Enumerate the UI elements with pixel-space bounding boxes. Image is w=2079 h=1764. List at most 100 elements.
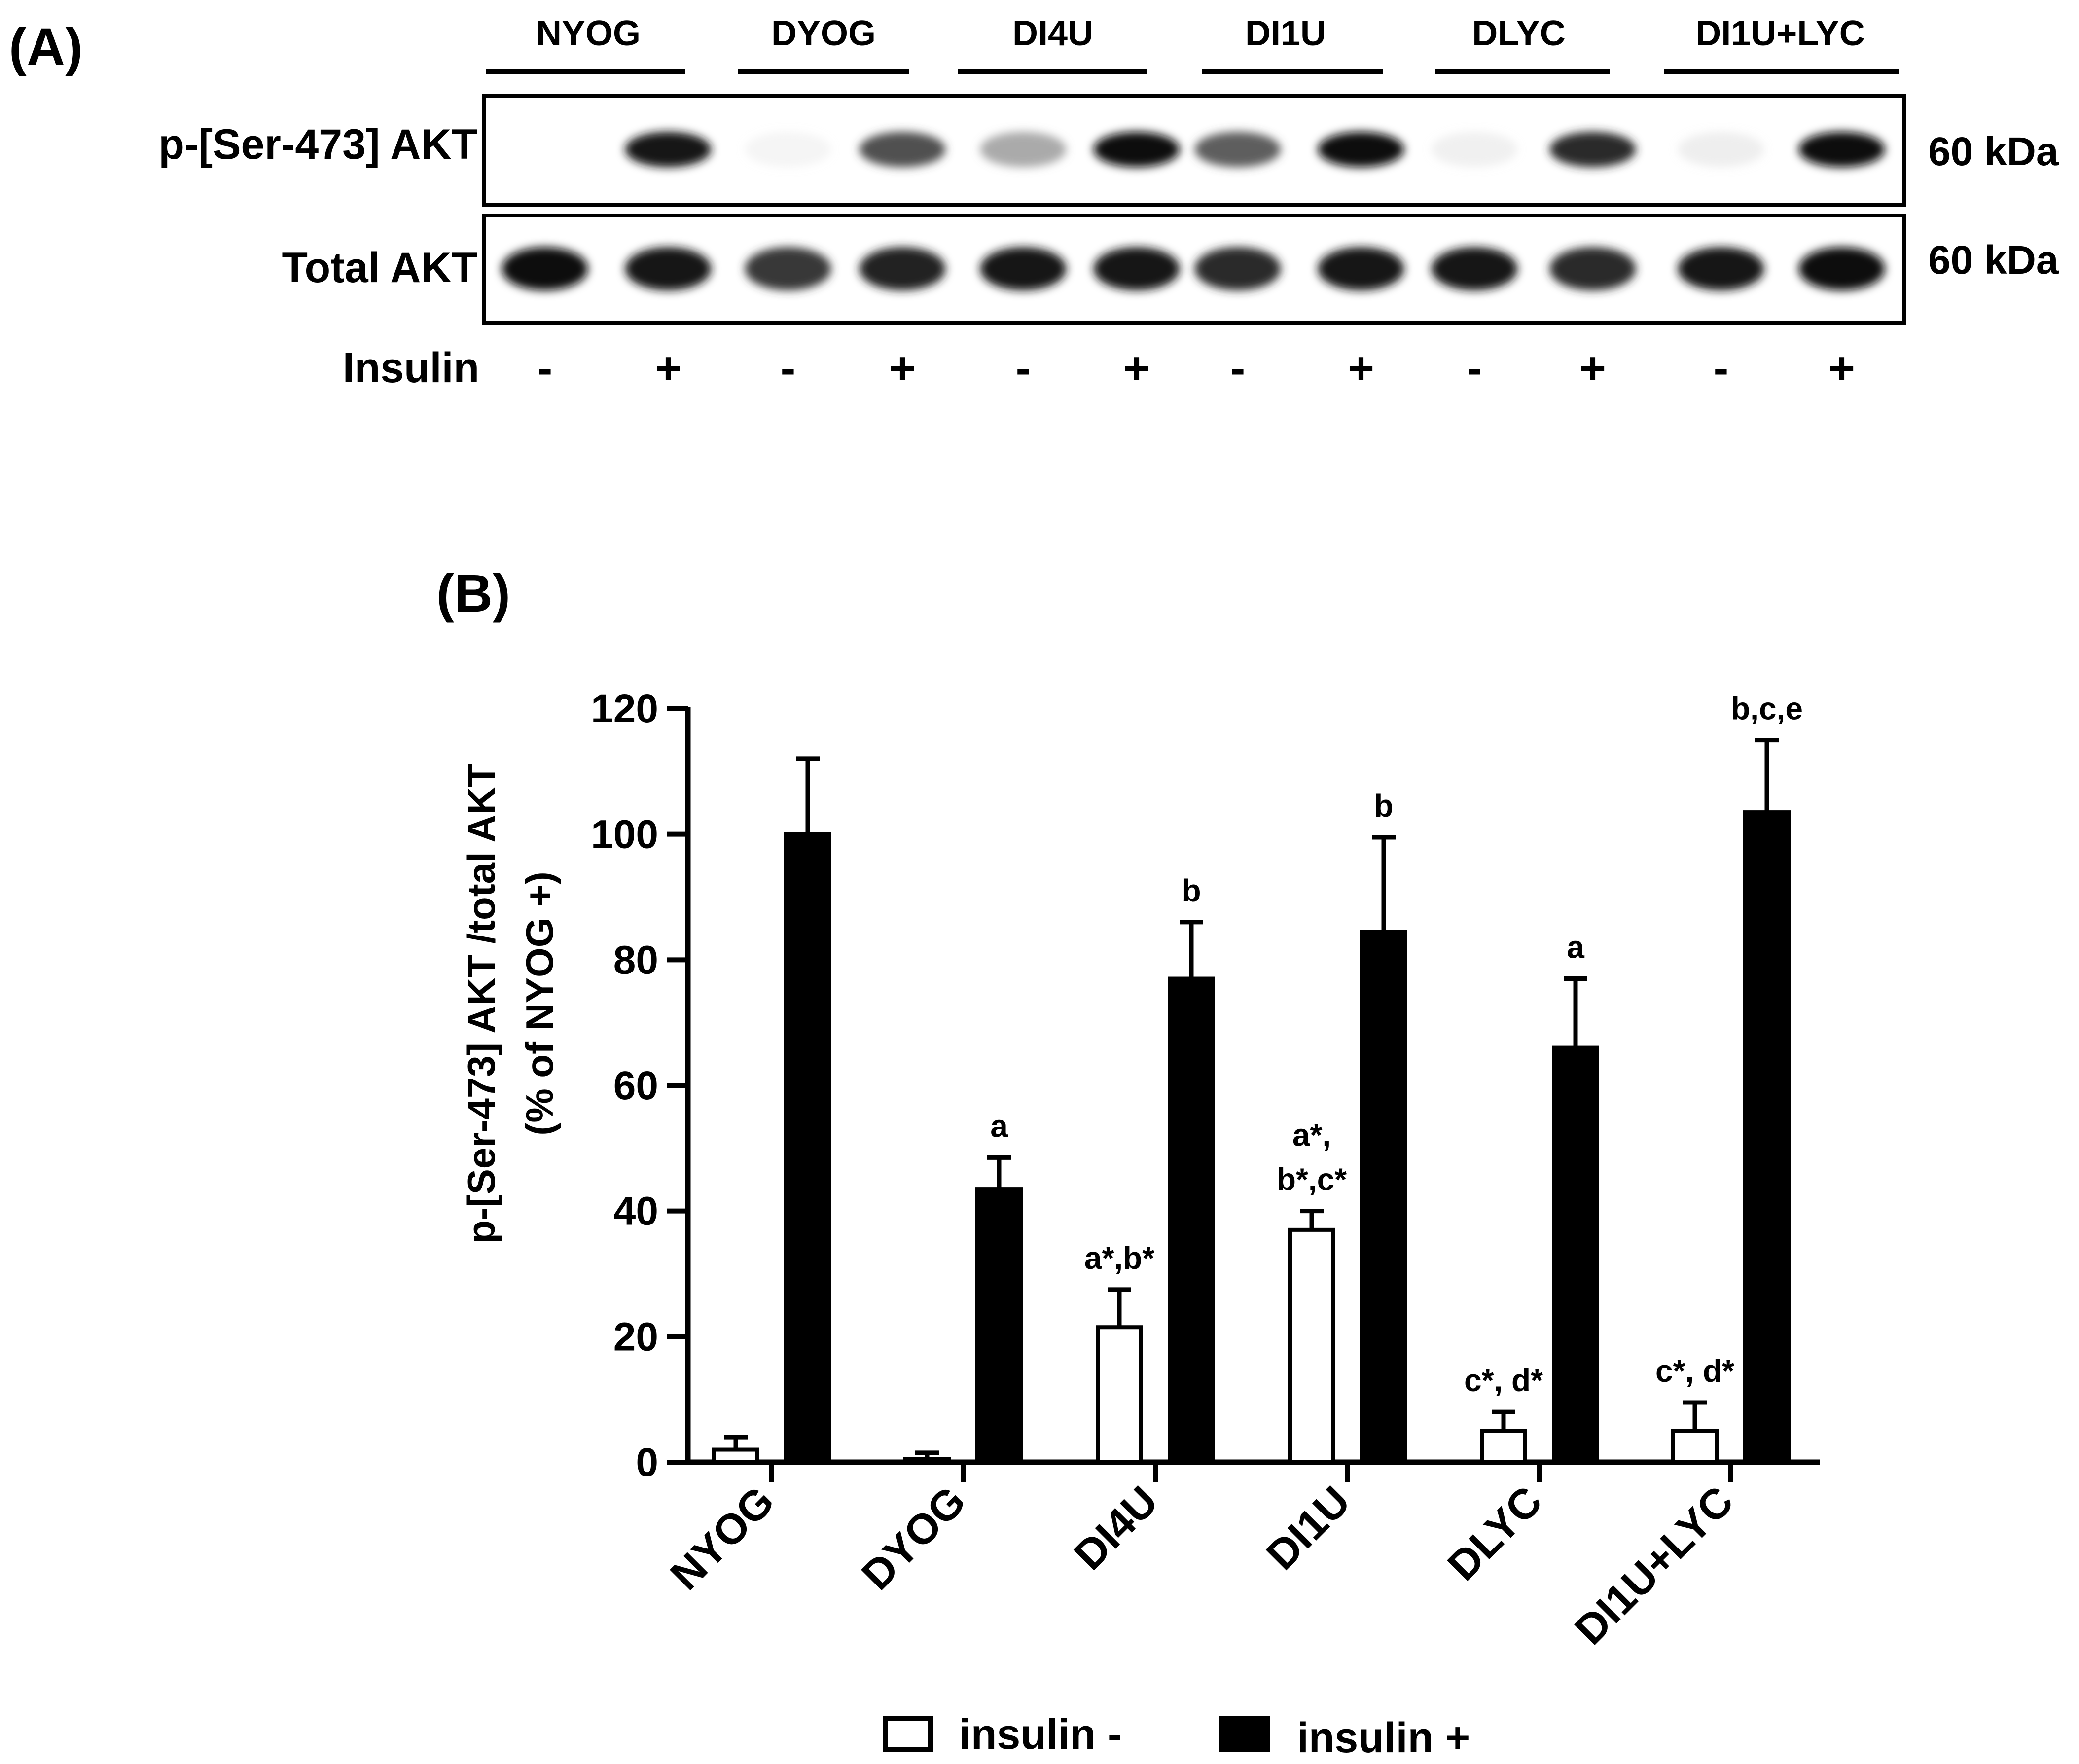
molecular-weight-label: 60 kDa bbox=[1928, 129, 2059, 174]
significance-label: a*, bbox=[1292, 1117, 1331, 1153]
y-axis-title-line1: p-[Ser-473] AKT /total AKT bbox=[460, 763, 503, 1244]
y-axis-title: p-[Ser-473] AKT /total AKT (% of NYOG +) bbox=[460, 763, 561, 1244]
panel-a-label: (A) bbox=[9, 17, 83, 76]
y-tick-label: 80 bbox=[613, 937, 658, 982]
blot-band bbox=[1093, 247, 1180, 290]
insulin-sign: - bbox=[538, 343, 553, 394]
blot-band bbox=[745, 132, 831, 167]
x-tick-label: DI1U+LYC bbox=[1566, 1477, 1742, 1654]
legend: insulin - insulin + bbox=[883, 1711, 1470, 1762]
group-header-dlyc: DLYC bbox=[1435, 14, 1610, 74]
blot-band bbox=[1549, 132, 1636, 167]
legend-item-insulin-plus: insulin + bbox=[1219, 1714, 1470, 1762]
blot-band bbox=[1798, 132, 1885, 167]
panel-b: (B) p-[Ser-473] AKT /total AKT (% of NYO… bbox=[436, 563, 1820, 1762]
blot-band bbox=[859, 132, 946, 167]
panel-a: (A) NYOG DYOG DI4U DI1U DLYC bbox=[9, 14, 2059, 394]
bar-chart: 0 20 40 60 80 100 120 NYOG DYOG a DI4U a*,b* b DI1U a*… bbox=[591, 686, 1820, 1654]
insulin-sign: - bbox=[1714, 343, 1729, 394]
bar bbox=[1288, 1227, 1335, 1465]
blot-bands bbox=[625, 132, 1885, 167]
blot-band bbox=[980, 247, 1067, 290]
y-tick-label: 60 bbox=[613, 1063, 658, 1108]
group-header-label: DI4U bbox=[1012, 14, 1093, 53]
blot-band bbox=[1194, 132, 1281, 167]
significance-label: a bbox=[990, 1108, 1008, 1144]
insulin-sign: - bbox=[781, 343, 796, 394]
bar bbox=[1096, 1325, 1143, 1465]
blot-band bbox=[625, 247, 712, 290]
insulin-sign: + bbox=[1348, 343, 1374, 394]
y-tick-label: 40 bbox=[613, 1189, 658, 1234]
group-header-label: DI1U+LYC bbox=[1695, 14, 1864, 53]
blot-band bbox=[625, 132, 712, 167]
x-tick-label: DI1U bbox=[1257, 1477, 1359, 1579]
bar bbox=[712, 1447, 759, 1465]
blot-membrane bbox=[482, 94, 1906, 207]
x-tick-label: DI4U bbox=[1065, 1477, 1167, 1579]
blot-membrane bbox=[482, 214, 1906, 325]
blot-band bbox=[1549, 247, 1636, 290]
legend-item-insulin-minus: insulin - bbox=[883, 1711, 1122, 1758]
group-header-nyog: NYOG bbox=[486, 14, 685, 74]
legend-swatch-insulin-plus bbox=[1219, 1716, 1270, 1752]
group-headers: NYOG DYOG DI4U DI1U DLYC DI1U+LYC bbox=[486, 14, 1899, 74]
group-header-label: DYOG bbox=[771, 14, 876, 53]
blot-band bbox=[1431, 247, 1518, 290]
insulin-row-label: Insulin bbox=[343, 344, 479, 392]
panel-b-label: (B) bbox=[436, 563, 510, 623]
group-header-label: DI1U bbox=[1245, 14, 1326, 53]
blot-band bbox=[1318, 132, 1404, 167]
y-tick-label: 0 bbox=[636, 1440, 658, 1485]
x-tick-label: DYOG bbox=[853, 1477, 974, 1599]
insulin-sign: + bbox=[1123, 343, 1150, 394]
y-axis-title-line2: (% of NYOG +) bbox=[518, 871, 561, 1135]
insulin-sign: + bbox=[655, 343, 681, 394]
bar bbox=[1671, 1429, 1719, 1464]
x-tick-label: NYOG bbox=[661, 1477, 783, 1599]
legend-label: insulin + bbox=[1297, 1714, 1470, 1762]
insulin-sign: + bbox=[1828, 343, 1855, 394]
bar bbox=[903, 1457, 951, 1464]
significance-label: c*, d* bbox=[1655, 1353, 1734, 1389]
group-header-di4u: DI4U bbox=[958, 14, 1147, 74]
blot-band bbox=[502, 247, 588, 290]
legend-label: insulin - bbox=[959, 1711, 1122, 1758]
blot-band bbox=[980, 132, 1067, 167]
insulin-sign: + bbox=[889, 343, 916, 394]
insulin-sign: - bbox=[1016, 343, 1031, 394]
group-header-label: NYOG bbox=[536, 14, 641, 53]
group-header-di1u: DI1U bbox=[1202, 14, 1383, 74]
molecular-weight-label: 60 kDa bbox=[1928, 238, 2059, 283]
significance-label: b bbox=[1374, 788, 1393, 824]
significance-label: b*,c* bbox=[1277, 1162, 1347, 1197]
blot-band bbox=[1678, 247, 1764, 290]
group-header-di1u-lyc: DI1U+LYC bbox=[1664, 14, 1899, 74]
blot-row-label: p-[Ser-473] AKT bbox=[158, 121, 477, 168]
blot-band bbox=[1798, 247, 1885, 290]
significance-label: a*,b* bbox=[1084, 1240, 1154, 1276]
bar bbox=[1552, 1045, 1599, 1465]
bar bbox=[1743, 810, 1791, 1464]
insulin-sign: + bbox=[1579, 343, 1606, 394]
blot-row-label: Total AKT bbox=[282, 244, 478, 291]
insulin-signs: - + - + - + - + - + - + bbox=[538, 343, 1855, 394]
blot-band bbox=[1431, 132, 1518, 167]
bar bbox=[1360, 930, 1407, 1464]
blot-band bbox=[1318, 247, 1404, 290]
insulin-sign: - bbox=[1230, 343, 1246, 394]
y-tick-label: 100 bbox=[591, 812, 658, 857]
blot-band bbox=[1194, 247, 1281, 290]
blot-band bbox=[1678, 132, 1764, 167]
group-header-label: DLYC bbox=[1472, 14, 1565, 53]
blot-band bbox=[859, 247, 946, 290]
significance-label: b,c,e bbox=[1731, 691, 1803, 726]
bar bbox=[1480, 1429, 1527, 1464]
blot-bands bbox=[502, 247, 1885, 290]
blot-band bbox=[745, 247, 831, 290]
bar bbox=[784, 832, 831, 1464]
blot-band bbox=[1093, 132, 1180, 167]
significance-label: b bbox=[1182, 873, 1201, 908]
blot-row-phospho: p-[Ser-473] AKT 60 kDa bbox=[158, 94, 2059, 207]
